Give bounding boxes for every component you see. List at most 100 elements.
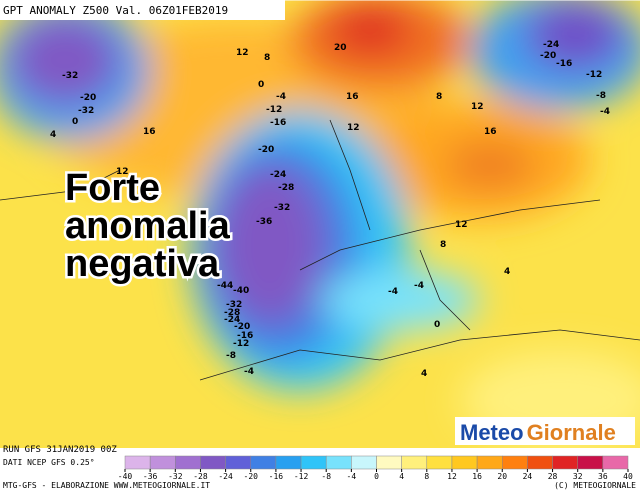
colorbar: -40 -36 -32 -28 -24 -20 -16 -12 -8 -4 0 4 8 12 16 20 24 2…	[118, 455, 633, 481]
contour-label: -36	[256, 217, 272, 227]
title-box	[0, 0, 285, 20]
color-step	[476, 455, 503, 470]
contour-label: 0	[434, 320, 440, 330]
tick-label: -4	[347, 472, 357, 481]
contour-label: 16	[143, 127, 156, 137]
color-step	[552, 455, 578, 470]
contour-label: -44	[217, 281, 233, 291]
overlay-line: negativa	[65, 243, 220, 285]
color-step	[124, 455, 151, 470]
contour-label: 20	[334, 43, 347, 53]
overlay-line: anomalia	[65, 205, 231, 247]
contour-label: -20	[540, 51, 556, 61]
tick-label: -8	[321, 472, 331, 481]
contour-label: 12	[236, 48, 249, 58]
tick-label: 4	[399, 472, 404, 481]
tick-label: 0	[374, 472, 379, 481]
contour-label: -4	[414, 281, 424, 291]
contour-label: 4	[50, 130, 56, 140]
contour-label: 0	[258, 80, 264, 90]
contour-label: -8	[226, 351, 236, 361]
color-step	[149, 455, 176, 470]
copyright: (C) METEOGIORNALE	[554, 481, 636, 490]
contour-label: -24	[543, 40, 559, 50]
color-step	[175, 455, 201, 470]
contour-label: -32	[62, 71, 78, 81]
color-step	[275, 455, 302, 470]
logo-part: Meteo	[460, 420, 524, 445]
contour-label: 4	[504, 267, 510, 277]
tick-label: 28	[548, 472, 558, 481]
contour-label: -24	[224, 315, 240, 325]
contour-label: 8	[440, 240, 446, 250]
tick-label: 8	[424, 472, 429, 481]
contour-label: -32	[274, 203, 290, 213]
tick-label: -16	[269, 472, 284, 481]
contour-label: -4	[276, 92, 286, 102]
contour-label: -16	[556, 59, 572, 69]
contour-label: 8	[264, 53, 270, 63]
contour-label: 8	[436, 92, 442, 102]
contour-label: 16	[484, 127, 497, 137]
color-step	[200, 455, 226, 470]
contour-label: -12	[233, 339, 249, 349]
color-step	[300, 455, 327, 470]
contour-label: -32	[78, 106, 94, 116]
map-title: GPT ANOMALY Z500 Val. 06Z01FEB2019	[3, 4, 228, 17]
contour-label: -4	[388, 287, 398, 297]
map	[0, 0, 640, 448]
contour-label: -8	[596, 91, 606, 101]
tick-label: -28	[193, 472, 208, 481]
tick-label: 24	[523, 472, 533, 481]
color-step	[602, 455, 629, 470]
tick-label: -32	[168, 472, 183, 481]
tick-label: 36	[598, 472, 608, 481]
contour-label: -40	[233, 286, 249, 296]
contour-label: -28	[224, 308, 240, 318]
tick-label: 12	[447, 472, 457, 481]
tick-label: 32	[573, 472, 583, 481]
tick-label: 40	[623, 472, 633, 481]
color-step	[502, 455, 528, 470]
source-info: DATI NCEP GFS 0.25°	[3, 458, 95, 467]
tick-label: -24	[218, 472, 233, 481]
contour-label: -4	[244, 367, 254, 377]
tick-label: -36	[143, 472, 158, 481]
color-step	[325, 455, 352, 470]
tick-label: 16	[472, 472, 482, 481]
color-step	[577, 455, 604, 470]
contour-label: -16	[237, 331, 253, 341]
contour-label: 16	[346, 92, 359, 102]
contour-label: 4	[421, 369, 427, 379]
tick-label: 20	[497, 472, 507, 481]
contour-label: 0	[72, 117, 78, 127]
tick-label: -20	[244, 472, 259, 481]
contour-label: -12	[586, 70, 602, 80]
contour-label: -32	[226, 300, 242, 310]
logo-box	[455, 417, 635, 445]
contour-label: 12	[116, 167, 129, 177]
color-step	[250, 455, 277, 470]
color-step	[376, 455, 402, 470]
contour-label: 12	[471, 102, 484, 112]
contour-label: -12	[266, 105, 282, 115]
contour-label: -4	[600, 107, 610, 117]
color-step	[351, 455, 377, 470]
color-step	[451, 455, 478, 470]
color-step	[527, 455, 553, 470]
contour-label: -20	[80, 93, 96, 103]
contour-label: -20	[258, 145, 274, 155]
credit: MTG-GFS - ELABORAZIONE WWW.METEOGIORNALE…	[3, 481, 210, 490]
contour-label: -20	[234, 322, 250, 332]
tick-label: -40	[118, 472, 133, 481]
color-step	[426, 455, 453, 470]
color-step	[401, 455, 428, 470]
logo: Meteo Giornale	[460, 420, 616, 445]
contour-label: -24	[270, 170, 286, 180]
tick-label: -12	[294, 472, 309, 481]
logo-part: Giornale	[527, 420, 616, 445]
